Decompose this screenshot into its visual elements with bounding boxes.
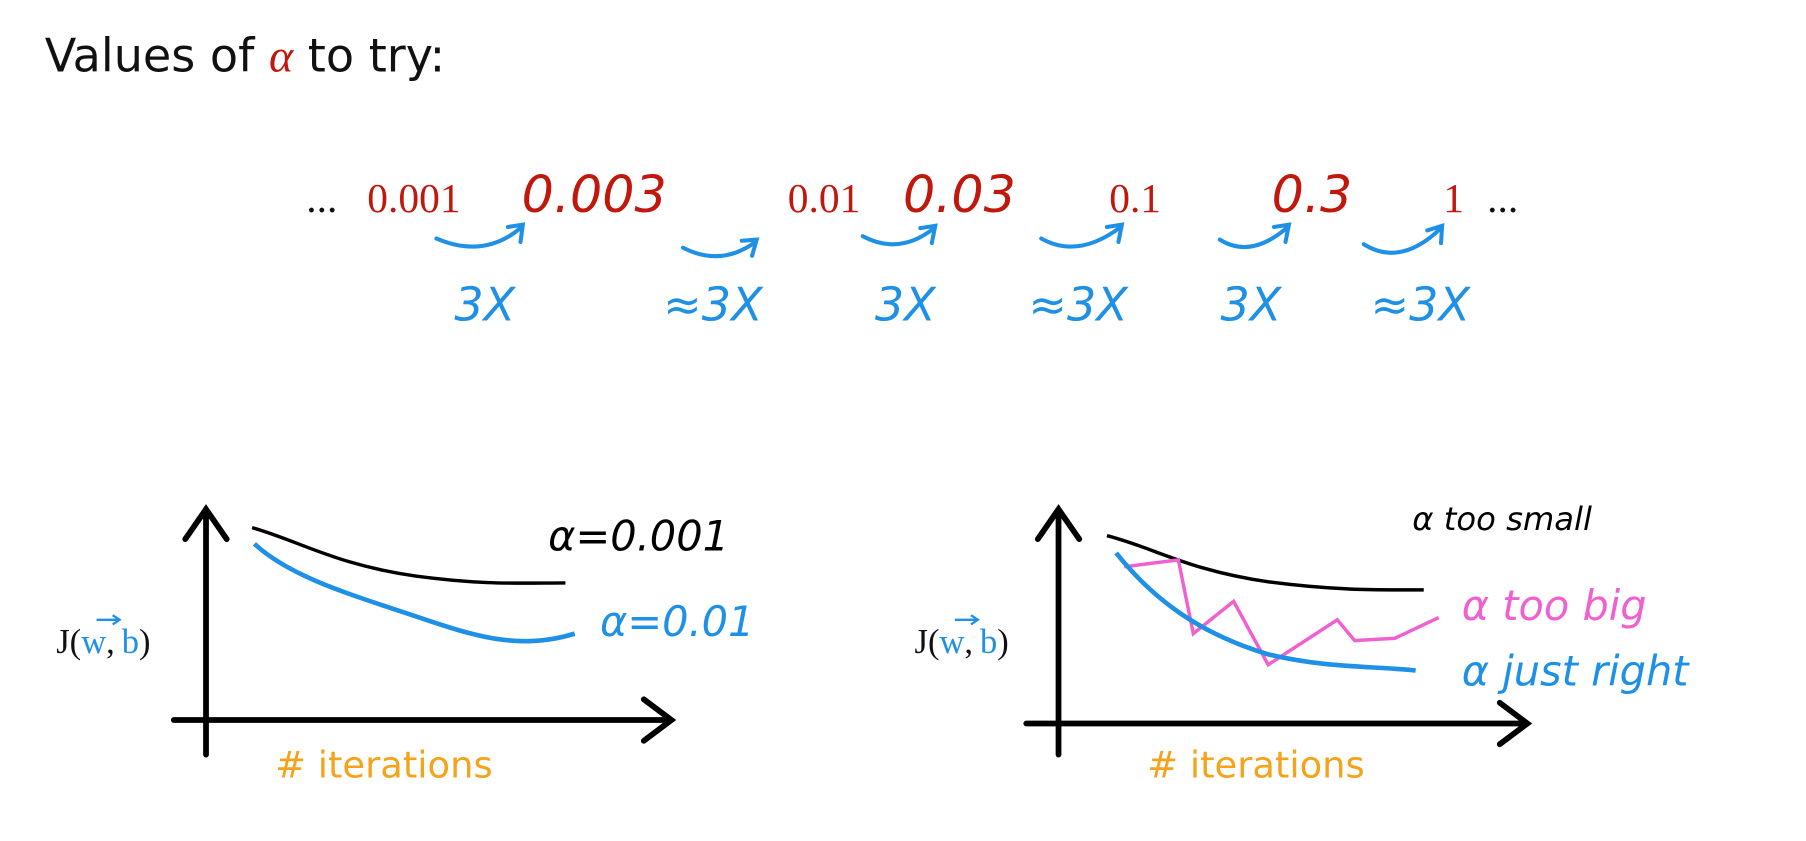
arrow [1039,222,1125,249]
arrow [1217,222,1292,249]
y-label-part: , [964,623,973,661]
y-label-part: b [980,623,997,661]
x-axis [170,696,677,744]
title: Values of α to try: [45,28,445,82]
y-label: J(w, b) [915,623,1009,661]
multiplier: ≈3X [1371,277,1472,331]
x-label: # iterations [1147,744,1365,787]
title-prefix: Values of [45,28,269,82]
multiplier: ≈3X [1028,277,1129,331]
curve-label: α=0.01 [600,598,754,646]
ellipsis: ... [1487,175,1518,221]
vector-arrow [954,614,980,626]
y-label-part: , [106,623,115,661]
y-label-part: ) [997,623,1009,661]
right-plot: α too small α too big α just right J(w, b… [915,500,1691,787]
alpha-value: 1 [1443,175,1464,221]
alpha-value: 0.01 [788,175,861,221]
curve [1123,557,1440,668]
arrow [1361,223,1445,255]
y-label-part: b [122,623,139,661]
vector-arrow [96,614,122,626]
title-suffix: to try: [293,28,445,82]
axes [170,504,677,758]
multiplier: 3X [875,277,937,331]
curve-label: α=0.001 [548,513,729,561]
y-label-part: J( [915,623,940,661]
arrows [434,222,1445,259]
curve [251,525,566,585]
left-plot: α=0.001 α=0.01 J(w, b) # iterations [56,504,754,787]
curve [1106,534,1424,592]
x-label: # iterations [275,744,493,787]
multipliers: 3X ≈3X 3X ≈3X 3X ≈3X [454,277,1471,331]
title-symbol: α [269,30,294,81]
arrow [860,223,938,247]
arrow [434,222,526,249]
y-label-part: J( [56,623,81,661]
y-label-part: ) [139,623,151,661]
multiplier: 3X [1220,277,1282,331]
alpha-value: 0.1 [1109,175,1161,221]
multiplier: 3X [454,277,516,331]
y-label: J(w, b) [56,623,150,661]
multiplier: ≈3X [663,277,764,331]
alpha-value: 0.001 [367,175,460,221]
y-label-part: w [939,623,964,661]
arrow [680,237,760,259]
alpha-value: 0.003 [522,165,667,224]
sequence: ... 0.001 0.003 0.01 0.03 0.1 0.3 1 ... [306,165,1518,224]
axes [1023,504,1533,758]
x-axis [1023,699,1533,748]
curve [1114,551,1416,673]
alpha-value: 0.03 [903,165,1016,224]
curve-label: α too big [1462,582,1647,630]
alpha-value: 0.3 [1272,165,1353,224]
y-axis [182,504,230,758]
ellipsis: ... [306,175,337,221]
curve-label: α too small [1412,500,1592,538]
curve [252,542,576,644]
y-axis [1034,504,1083,758]
y-label-part: w [81,623,106,661]
curve-label: α just right [1462,647,1691,695]
